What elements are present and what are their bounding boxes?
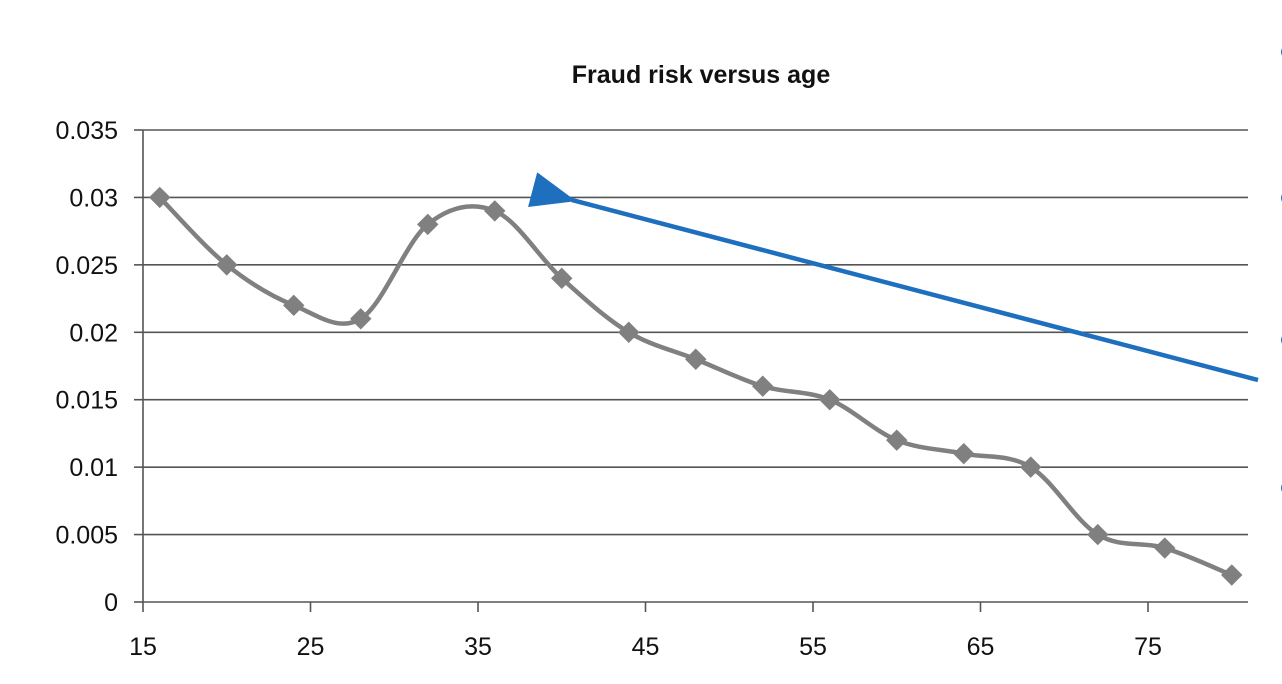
y-tick-label: 0.035 xyxy=(55,117,118,145)
x-tick-labels: 15 25 35 45 55 65 75 xyxy=(129,633,1162,661)
annotation-arrow xyxy=(528,172,1259,383)
data-point xyxy=(819,389,841,411)
data-point xyxy=(618,321,640,343)
data-point xyxy=(350,308,372,330)
data-point xyxy=(1221,564,1243,586)
data-point xyxy=(1087,523,1109,546)
series-line-path xyxy=(158,195,1233,578)
x-tick-label: 25 xyxy=(297,633,325,661)
x-tick-label: 55 xyxy=(799,633,827,661)
x-tick-label: 65 xyxy=(967,633,995,661)
data-point xyxy=(149,186,171,209)
y-tick-label: 0.03 xyxy=(69,184,118,212)
data-point xyxy=(1154,537,1176,559)
y-tick-labels: 0 0.005 0.01 0.015 0.02 0.025 0.03 0.035 xyxy=(55,117,118,617)
x-tick-label: 45 xyxy=(632,633,660,661)
y-tick-label: 0.015 xyxy=(55,387,118,415)
gridlines xyxy=(143,129,1248,536)
data-point xyxy=(551,267,573,290)
series-line xyxy=(158,195,1233,578)
x-tick-label: 35 xyxy=(464,633,492,661)
annotation-arrow-line xyxy=(528,172,1259,383)
y-tick-label: 0 xyxy=(104,589,118,617)
y-tick-label: 0.01 xyxy=(69,454,118,482)
data-point xyxy=(417,213,439,236)
y-tick-label: 0.02 xyxy=(69,319,118,347)
x-tick-label: 15 xyxy=(129,633,157,661)
data-point-markers xyxy=(149,186,1243,586)
data-point xyxy=(484,200,506,222)
data-point xyxy=(1020,456,1042,478)
chart-title: Fraud risk versus age xyxy=(572,61,831,89)
data-point xyxy=(953,442,975,465)
data-point xyxy=(685,348,707,370)
data-point xyxy=(283,294,305,317)
axes xyxy=(134,129,1248,612)
data-point xyxy=(752,375,774,397)
x-tick-label: 75 xyxy=(1134,633,1162,661)
data-point xyxy=(216,254,238,276)
y-tick-label: 0.005 xyxy=(55,522,118,550)
y-tick-label: 0.025 xyxy=(55,252,118,280)
data-point xyxy=(886,429,908,451)
